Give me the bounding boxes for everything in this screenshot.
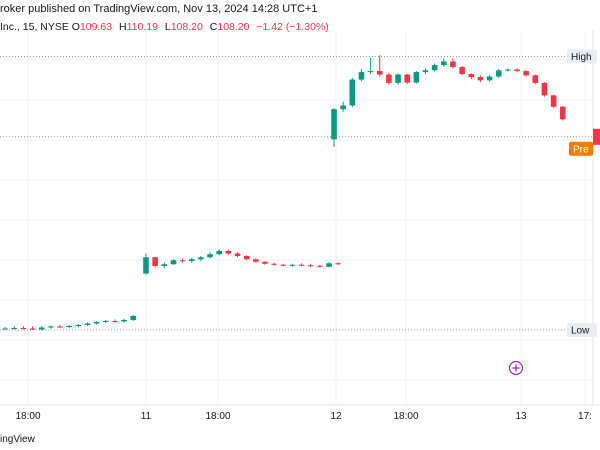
candle bbox=[207, 252, 213, 259]
candle bbox=[234, 252, 241, 258]
candle bbox=[57, 324, 63, 328]
candle bbox=[477, 75, 484, 83]
candle bbox=[243, 255, 250, 261]
tradingview-brand: ingView bbox=[0, 434, 35, 445]
candle bbox=[112, 319, 118, 323]
candle bbox=[143, 253, 149, 275]
candle bbox=[486, 75, 493, 82]
x-tick-label: 18:00 bbox=[393, 411, 418, 422]
ohlc-high: H110.19 bbox=[119, 21, 158, 33]
ohlc-open: O109.63 bbox=[71, 21, 113, 33]
compare-icon[interactable] bbox=[508, 360, 524, 376]
symbol-label: Inc., 15, NYSE bbox=[0, 21, 69, 33]
ohlc-low: L108.20 bbox=[164, 21, 203, 33]
candle bbox=[280, 263, 287, 267]
candle bbox=[225, 249, 232, 255]
candle bbox=[431, 63, 438, 72]
x-tick-label: 12 bbox=[330, 411, 342, 422]
candle bbox=[38, 326, 45, 331]
candle bbox=[413, 71, 420, 84]
candle bbox=[66, 324, 72, 328]
candle bbox=[317, 264, 323, 268]
candle bbox=[422, 68, 429, 75]
price-change: −1.42 (−1.30%) bbox=[256, 21, 329, 33]
candle bbox=[340, 101, 346, 112]
candle bbox=[523, 70, 529, 77]
candle bbox=[335, 262, 341, 265]
low-tag: Low bbox=[567, 323, 597, 337]
publisher-line: roker published on TradingView.com, Nov … bbox=[0, 3, 318, 15]
candle bbox=[326, 262, 332, 268]
candle bbox=[289, 263, 296, 267]
candle bbox=[130, 314, 137, 321]
candle bbox=[11, 326, 18, 330]
candle bbox=[75, 323, 82, 327]
time-axis-labels: 18:00 11 18:00 12 18:00 13 17: bbox=[15, 411, 591, 422]
candle bbox=[559, 106, 566, 121]
x-tick-label: 17: bbox=[578, 411, 592, 422]
candle bbox=[386, 72, 392, 85]
candle bbox=[271, 262, 277, 266]
candle bbox=[216, 249, 222, 256]
high-tag-text: High bbox=[571, 52, 592, 63]
candle bbox=[459, 66, 465, 76]
pre-tag: Pre bbox=[569, 141, 593, 156]
candle bbox=[468, 73, 475, 80]
candle bbox=[541, 82, 548, 97]
candle bbox=[404, 74, 410, 85]
candle bbox=[84, 322, 91, 326]
chart-grid bbox=[0, 30, 593, 405]
candle bbox=[161, 262, 168, 269]
candle bbox=[395, 73, 401, 85]
candle bbox=[188, 257, 195, 263]
candle bbox=[495, 69, 502, 78]
candle bbox=[29, 326, 36, 330]
candle bbox=[103, 319, 109, 323]
pre-tag-text: Pre bbox=[573, 144, 589, 155]
x-tick-label: 18:00 bbox=[205, 411, 230, 422]
candle bbox=[514, 68, 520, 73]
candle bbox=[298, 263, 305, 267]
candle bbox=[48, 325, 54, 329]
ohlc-close: C108.20 bbox=[209, 21, 250, 33]
candle bbox=[2, 326, 8, 330]
candle bbox=[179, 258, 186, 263]
candle bbox=[367, 57, 374, 75]
price-tags: High Low Pre bbox=[0, 49, 600, 337]
candle bbox=[358, 69, 365, 82]
candle bbox=[20, 326, 27, 330]
candle bbox=[307, 263, 314, 267]
candle bbox=[152, 257, 158, 268]
candles-layer bbox=[2, 55, 566, 331]
candle bbox=[121, 318, 127, 323]
candle bbox=[450, 58, 456, 69]
low-tag-text: Low bbox=[571, 326, 590, 337]
x-tick-label: 18:00 bbox=[15, 411, 40, 422]
candle bbox=[441, 58, 447, 68]
candle bbox=[349, 77, 356, 108]
candle bbox=[198, 255, 204, 261]
candle bbox=[532, 74, 539, 85]
x-tick-label: 13 bbox=[515, 411, 527, 422]
high-tag: High bbox=[567, 49, 597, 64]
candle bbox=[253, 258, 259, 263]
candle bbox=[170, 259, 177, 265]
x-tick-label: 11 bbox=[141, 411, 152, 422]
symbol-ohlc-line: Inc., 15, NYSE O109.63 H110.19 L108.20 C… bbox=[0, 21, 333, 35]
candle bbox=[550, 94, 557, 108]
candle bbox=[262, 260, 268, 265]
last-price-tag bbox=[593, 128, 600, 145]
candle bbox=[331, 107, 337, 147]
candle bbox=[505, 68, 511, 72]
candle bbox=[93, 321, 100, 325]
candle bbox=[376, 55, 383, 77]
